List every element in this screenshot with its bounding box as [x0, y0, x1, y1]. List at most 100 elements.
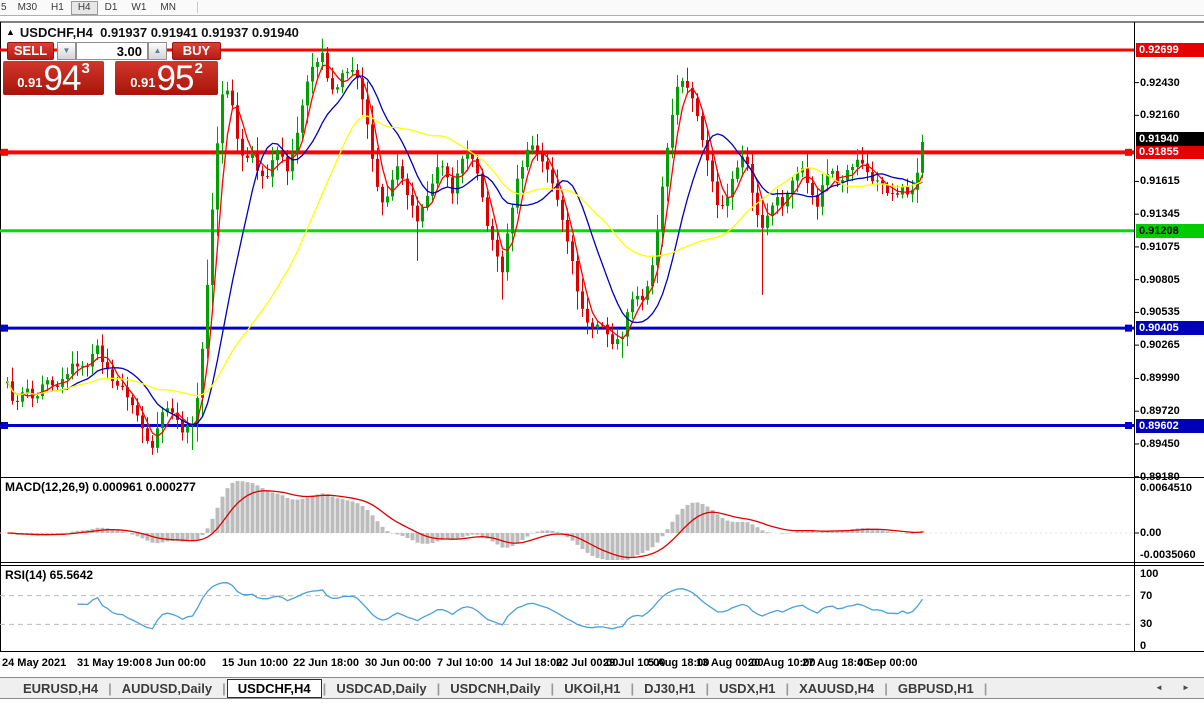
price-axis-tick: 0.89180 — [1140, 470, 1180, 483]
price-axis-tick: 0.90535 — [1140, 306, 1180, 319]
rsi-line — [77, 582, 924, 630]
tab-separator: | — [630, 680, 635, 696]
timeframe-button-5[interactable]: 5 — [1, 2, 7, 13]
date-axis-label: 7 Jul 10:00 — [437, 657, 494, 669]
date-axis-label: 20 Aug 10:00 — [748, 657, 816, 669]
symbol-tab-usdchf[interactable]: USDCHF,H4 — [226, 678, 322, 698]
date-axis-label: 24 May 2021 — [2, 657, 67, 669]
tab-separator: | — [322, 680, 327, 696]
line-handle[interactable] — [1125, 422, 1132, 430]
buy-button[interactable]: BUY — [172, 42, 221, 60]
rsi-axis-30: 30 — [1140, 618, 1153, 631]
buy-price-pip-digit: 2 — [194, 60, 203, 77]
symbol-tab-bar: EURUSD,H4 | AUDUSD,Daily | USDCHF,H4 | USDCAD,… — [0, 677, 1204, 699]
sell-price-big-digits: 94 — [43, 59, 82, 98]
timeframe-button-m30[interactable]: M30 — [17, 2, 38, 13]
macd-axis-max: 0.0064510 — [1140, 482, 1192, 494]
date-axis-label: 15 Jun 10:00 — [222, 657, 289, 669]
price-line-label-0.92699: 0.92699 — [1136, 43, 1204, 57]
date-axis-label: 5 Aug 18:00 — [648, 657, 710, 669]
chevron-down-icon: ▼ — [62, 46, 71, 55]
timeframe-button-h4[interactable]: H4 — [70, 0, 98, 15]
sell-price-pip-digit: 3 — [81, 60, 90, 77]
symbol-tab-usdcnh[interactable]: USDCNH,Daily — [450, 680, 541, 696]
chevron-up-icon: ▲ — [153, 46, 162, 55]
trendline-handles — [1, 148, 1132, 430]
volume-input[interactable] — [76, 42, 148, 60]
price-axis-tick: 0.91345 — [1140, 208, 1180, 221]
price-axis-tick: 0.89990 — [1140, 372, 1180, 385]
tab-separator: | — [550, 680, 555, 696]
ma-line-slow — [6, 115, 923, 397]
volume-decrease-button[interactable]: ▼ — [57, 42, 76, 60]
rsi-axis-0: 0 — [1140, 640, 1147, 652]
ma-line-fast — [6, 64, 924, 438]
collapse-icon[interactable]: ▲ — [6, 27, 15, 37]
tab-separator: | — [108, 680, 112, 696]
price-axis-tick: 0.92160 — [1140, 109, 1180, 122]
symbol-tab-eurusd[interactable]: EURUSD,H4 — [23, 680, 99, 696]
timeframe-button-h1[interactable]: H1 — [51, 2, 64, 13]
sell-price-display[interactable]: 0.91 94 3 — [3, 59, 104, 98]
buy-price-prefix: 0.91 — [130, 75, 156, 90]
toolbar-separator — [196, 2, 198, 13]
line-handle[interactable] — [1125, 324, 1132, 332]
tab-separator: | — [785, 680, 790, 696]
symbol-tab-gbpusd[interactable]: GBPUSD,H1 — [897, 680, 974, 696]
buy-price-big-digits: 95 — [156, 59, 195, 98]
line-handle[interactable] — [1, 324, 8, 332]
symbol-tab-xauusd[interactable]: XAUUSD,H4 — [799, 680, 875, 696]
tab-scroll-left-icon[interactable]: ◄ — [1155, 683, 1163, 692]
tab-separator: | — [884, 680, 888, 696]
date-axis-label: 8 Jun 00:00 — [146, 657, 206, 669]
volume-increase-button[interactable]: ▲ — [148, 42, 167, 60]
ma-line-mid — [6, 75, 923, 426]
timeframe-button-w1[interactable]: W1 — [131, 2, 147, 13]
timeframe-button-mn[interactable]: MN — [160, 2, 176, 13]
symbol-tab-ukoil[interactable]: UKOil,H1 — [564, 680, 621, 696]
rsi-axis-70: 70 — [1140, 589, 1153, 602]
chart-header: ▲ USDCHF,H4 0.91937 0.91941 0.91937 0.91… — [6, 24, 299, 40]
macd-axis-zero: 0.00 — [1140, 527, 1162, 539]
date-axis-label: 30 Jun 00:00 — [365, 657, 432, 669]
price-line-label-0.91855: 0.91855 — [1136, 145, 1204, 160]
price-line-label-0.89602: 0.89602 — [1136, 418, 1204, 433]
date-axis-label: 29 Jul 10:00 — [603, 657, 666, 669]
price-axis-tick: 0.89450 — [1140, 437, 1180, 450]
tab-separator: | — [705, 680, 710, 696]
rsi-indicator-label: RSI(14) 65.5642 — [5, 568, 94, 582]
price-axis-tick: 0.89720 — [1140, 405, 1180, 418]
tab-scroll-right-icon[interactable]: ► — [1182, 683, 1190, 692]
price-axis-tick: 0.91075 — [1140, 240, 1180, 253]
timeframe-toolbar: 5 M30 H1 H4 D1 W1 MN — [0, 0, 1204, 16]
line-handle[interactable] — [1125, 148, 1132, 156]
macd-axis-min: -0.0035060 — [1140, 549, 1196, 561]
date-axis-label: 13 Aug 00:00 — [696, 657, 764, 669]
line-handle[interactable] — [1, 422, 8, 430]
tab-separator: | — [436, 680, 441, 696]
panel-borders — [0, 21, 1204, 652]
symbol-tab-audusd[interactable]: AUDUSD,Daily — [121, 680, 213, 696]
macd-histogram — [10, 481, 925, 560]
symbol-tab-usdx[interactable]: USDX,H1 — [719, 680, 776, 696]
sell-button[interactable]: SELL — [7, 42, 54, 60]
symbol-tab-dj30[interactable]: DJ30,H1 — [644, 680, 696, 696]
tab-separator: | — [222, 680, 226, 696]
price-line-label-0.91208: 0.91208 — [1136, 223, 1204, 238]
date-axis-label: 31 May 19:00 — [77, 657, 145, 669]
date-axis-label: 27 Aug 18:00 — [802, 657, 870, 669]
line-handle[interactable] — [1, 148, 8, 156]
date-axis-label: 22 Jun 18:00 — [293, 657, 360, 669]
date-axis-label: 22 Jul 00:00 — [556, 657, 619, 669]
price-axis-tick: 0.90805 — [1140, 273, 1180, 286]
price-line-label-0.90405: 0.90405 — [1136, 321, 1204, 336]
buy-price-display[interactable]: 0.91 95 2 — [115, 59, 218, 98]
date-axis-label: 4 Sep 00:00 — [857, 657, 918, 669]
symbol-tab-usdcad[interactable]: USDCAD,Daily — [336, 680, 427, 696]
timeframe-button-d1[interactable]: D1 — [104, 2, 118, 13]
candlestick-series — [6, 38, 924, 455]
date-axis-label: 14 Jul 18:00 — [500, 657, 563, 669]
chart-title-ohlc: USDCHF,H4 0.91937 0.91941 0.91937 0.9194… — [19, 24, 299, 40]
